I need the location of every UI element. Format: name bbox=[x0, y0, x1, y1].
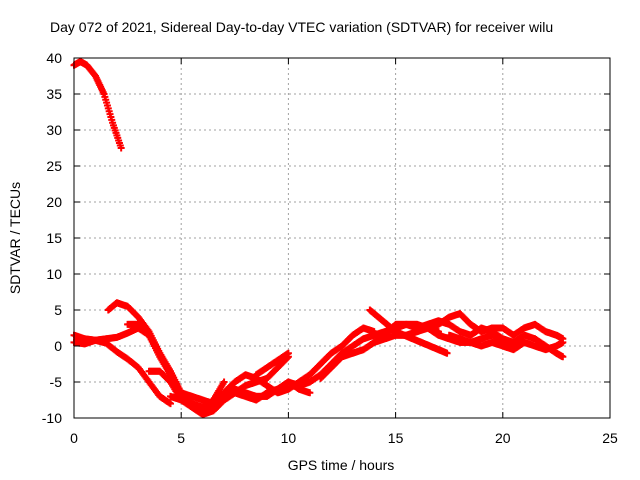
axes: 0 5 10 15 20 25 -10 -5 0 5 10 15 20 25 30 35 40 bbox=[42, 50, 618, 446]
y-tick-label: 30 bbox=[46, 122, 62, 138]
series-sat-h bbox=[252, 349, 292, 379]
y-tick-label: 10 bbox=[46, 266, 62, 282]
y-tick-label: 20 bbox=[46, 194, 62, 210]
y-tick-label: 5 bbox=[54, 302, 62, 318]
y-tick-label: 15 bbox=[46, 230, 62, 246]
y-tick-label: 35 bbox=[46, 86, 62, 102]
data-point bbox=[166, 400, 174, 408]
data-point bbox=[117, 144, 125, 152]
series-sat-m bbox=[445, 331, 567, 354]
x-tick-label: 10 bbox=[281, 430, 297, 446]
data-point bbox=[306, 389, 314, 397]
series-sat-a bbox=[70, 58, 125, 152]
chart-title: Day 072 of 2021, Sidereal Day-to-day VTE… bbox=[50, 19, 553, 35]
x-tick-label: 20 bbox=[495, 430, 511, 446]
x-tick-label: 25 bbox=[602, 430, 618, 446]
series-sat-c bbox=[70, 336, 174, 408]
grid bbox=[74, 58, 610, 418]
y-tick-label: -5 bbox=[50, 374, 63, 390]
x-tick-label: 5 bbox=[177, 430, 185, 446]
y-tick-label: 40 bbox=[46, 50, 62, 66]
y-tick-label: 0 bbox=[54, 338, 62, 354]
x-tick-label: 0 bbox=[70, 430, 78, 446]
data-point bbox=[559, 338, 567, 346]
x-tick-label: 15 bbox=[388, 430, 404, 446]
x-axis-label: GPS time / hours bbox=[288, 457, 395, 473]
data-points bbox=[70, 58, 567, 418]
data-point bbox=[220, 378, 228, 386]
data-point bbox=[559, 353, 567, 361]
y-tick-label: 25 bbox=[46, 158, 62, 174]
data-point bbox=[443, 349, 451, 357]
series-sat-l bbox=[413, 310, 567, 343]
y-axis-label: SDTVAR / TECUs bbox=[7, 182, 23, 294]
data-point bbox=[284, 349, 292, 357]
y-tick-label: -10 bbox=[42, 410, 62, 426]
